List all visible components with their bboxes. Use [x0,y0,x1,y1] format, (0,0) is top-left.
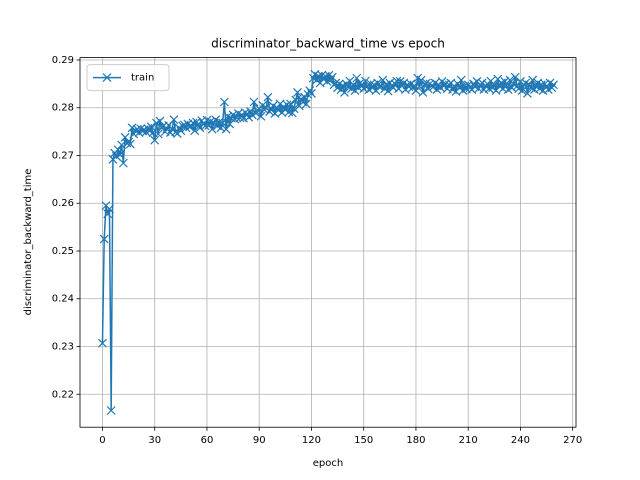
marker [105,204,114,214]
marker [106,406,116,415]
marker [146,122,156,132]
marker [125,139,135,149]
marker [98,338,107,348]
marker [99,234,109,244]
marker [307,88,316,98]
legend-box [86,64,170,92]
marker [200,121,210,131]
marker [528,75,538,85]
marker [421,78,431,88]
marker [286,99,295,109]
x-tick-label: 180 [406,435,425,446]
marker [301,99,311,109]
x-tick-label: 60 [201,435,214,446]
marker [289,104,299,114]
marker [188,118,198,128]
marker [331,78,341,88]
marker [510,72,520,82]
legend-marker [102,73,112,83]
x-tick-label: 210 [459,435,478,446]
y-tick-label: 0.25 [52,246,74,257]
y-tick-label: 0.29 [52,55,74,66]
marker [214,117,224,127]
marker [293,88,302,97]
marker [517,86,527,95]
marker [361,76,370,86]
marker [113,145,123,155]
marker [340,88,349,97]
marker [327,72,337,82]
marker [313,71,323,81]
marker [176,126,186,136]
plot-frame [79,57,577,428]
marker [536,80,546,90]
y-tick-label: 0.22 [52,389,74,400]
y-tick-label: 0.24 [52,294,74,305]
marker [256,111,266,121]
marker [219,97,229,107]
y-tick-label: 0.26 [52,198,74,209]
x-tick-label: 30 [148,435,161,446]
marker [522,88,532,98]
marker [282,100,292,110]
y-tick-label: 0.23 [52,341,74,352]
marker [148,128,158,137]
y-tick-label: 0.28 [52,103,74,114]
marker [190,126,200,136]
marker [378,75,388,85]
x-tick-label: 120 [302,435,321,446]
marker [484,84,494,94]
marker [221,124,231,134]
marker [155,116,165,126]
marker [383,86,393,96]
marker [216,123,226,133]
x-tick-label: 0 [99,435,105,446]
marker [374,82,384,92]
y-tick-label: 0.27 [52,150,74,161]
marker [115,150,125,159]
marker [348,80,358,90]
marker [169,115,179,125]
marker [415,81,424,91]
marker [263,92,273,102]
x-tick-label: 270 [563,435,582,446]
marker [352,73,362,83]
marker [117,140,127,150]
marker [153,129,163,139]
x-tick-label: 240 [511,435,530,446]
marker [489,80,499,90]
legend-label: train [131,73,154,84]
marker [416,75,426,85]
marker [249,97,259,107]
marker [456,75,466,85]
marker [150,135,160,145]
marker [120,132,130,142]
x-tick-label: 90 [253,435,266,446]
marker [103,209,113,219]
marker [207,124,217,134]
marker [549,80,558,90]
marker [418,88,428,97]
chart-title: discriminator_backward_time vs epoch [211,37,445,51]
x-axis-label: epoch [313,458,343,469]
y-axis-label: discriminator_backward_time [23,169,34,316]
marker [284,107,294,117]
x-tick-label: 150 [354,435,373,446]
marker [118,158,128,168]
